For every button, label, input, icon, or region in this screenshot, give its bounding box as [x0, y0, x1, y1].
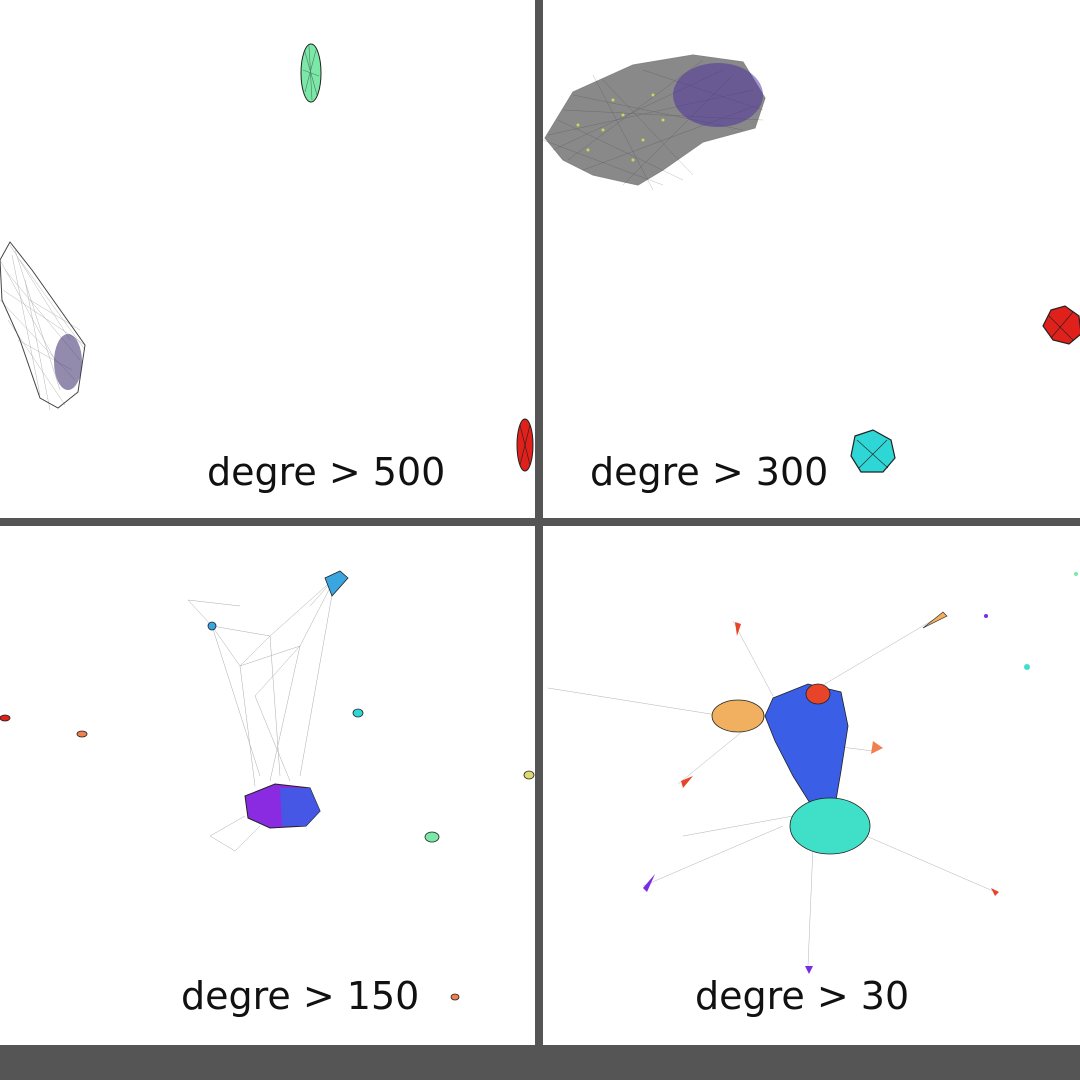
- cluster-cyan: [850, 429, 896, 473]
- cluster-cyan: [352, 708, 364, 718]
- panel-degre-30: degre > 30: [543, 526, 1080, 1045]
- cluster-orange-small: [76, 730, 88, 738]
- cluster-yellow-small: [523, 770, 535, 780]
- network-graph: [543, 54, 1080, 473]
- cluster-green-edges: [302, 45, 320, 101]
- cluster-violet-small-edges: [209, 815, 261, 852]
- cluster-blue: [764, 683, 849, 809]
- spike-red: [735, 622, 741, 636]
- spike-tan: [922, 611, 948, 629]
- cluster-orange: [450, 993, 460, 1001]
- spike-red-left: [681, 776, 693, 788]
- cluster-green-dot: [1074, 572, 1078, 576]
- cluster-turquoise: [789, 797, 871, 855]
- cluster-green: [424, 831, 440, 843]
- network-graph: [0, 570, 535, 1001]
- panel-degre-300: degre > 300: [543, 0, 1080, 518]
- cluster-blue-part: [280, 788, 320, 826]
- cluster-yellow-dots: [576, 93, 665, 162]
- panel-degre-150: degre > 150: [0, 526, 535, 1045]
- spoke-edges: [547, 613, 994, 967]
- spike-violet-bottom: [805, 966, 813, 974]
- cluster-red: [805, 683, 831, 705]
- caption: degre > 500: [207, 450, 446, 494]
- cluster-light-blue: [324, 570, 349, 597]
- network-graph: [0, 43, 534, 472]
- cluster-light-blue-edges: [187, 577, 336, 787]
- cluster-purple-grey-edges: [0, 244, 86, 411]
- cluster-violet-dot: [984, 614, 988, 618]
- cluster-purple-grey: [0, 241, 86, 409]
- cluster-purple-part: [673, 63, 763, 127]
- spike-violet: [643, 874, 655, 892]
- spike-red-right: [991, 888, 999, 896]
- caption: degre > 150: [181, 974, 420, 1018]
- cluster-purple-core: [54, 334, 82, 390]
- cluster-cyan-edges: [856, 439, 889, 469]
- panel-degre-500: degre > 500: [0, 0, 535, 518]
- cluster-red-small: [0, 714, 11, 722]
- spike-orange: [871, 741, 883, 754]
- caption: degre > 300: [590, 450, 829, 494]
- cluster-turquoise-dot: [1024, 664, 1030, 670]
- cluster-tan: [711, 699, 765, 733]
- cluster-red: [1042, 305, 1080, 345]
- cluster-red-edges: [519, 424, 531, 466]
- cluster-light-blue-node: [207, 621, 217, 631]
- network-graph: [547, 572, 1078, 974]
- caption: degre > 30: [695, 974, 910, 1018]
- cluster-red-edges: [1047, 311, 1074, 341]
